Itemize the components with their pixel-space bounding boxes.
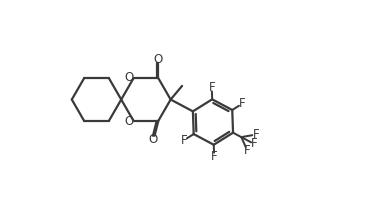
Text: O: O	[125, 115, 134, 128]
Text: F: F	[244, 144, 251, 157]
Text: F: F	[239, 98, 245, 110]
Text: O: O	[154, 53, 163, 66]
Text: F: F	[181, 134, 187, 147]
Text: F: F	[209, 81, 215, 94]
Text: O: O	[125, 71, 134, 84]
Text: F: F	[253, 128, 259, 141]
Text: F: F	[211, 150, 217, 163]
Text: O: O	[149, 133, 158, 146]
Text: F: F	[251, 137, 258, 151]
